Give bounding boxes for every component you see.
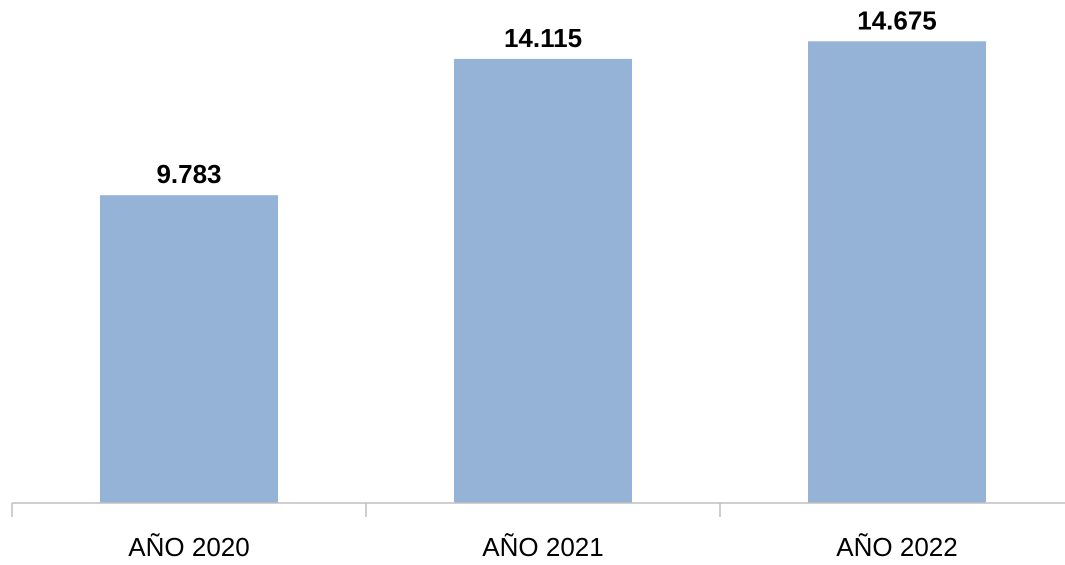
x-axis: AÑO 2020 AÑO 2021 AÑO 2022 [11, 502, 1065, 562]
data-label-2: 14.115 [504, 23, 582, 53]
bar-1 [100, 195, 278, 503]
bar-2 [454, 58, 632, 504]
data-label-1: 9.783 [156, 159, 221, 189]
data-label-3: 14.675 [857, 5, 937, 35]
x-tick-label-3: AÑO 2022 [836, 532, 957, 560]
bars-layer [100, 41, 986, 504]
x-tick-label-1: AÑO 2020 [128, 532, 249, 560]
data-labels-layer: 9.783 14.115 14.675 [156, 5, 936, 189]
x-tick-label-2: AÑO 2021 [482, 532, 603, 560]
bar-3 [808, 41, 986, 504]
